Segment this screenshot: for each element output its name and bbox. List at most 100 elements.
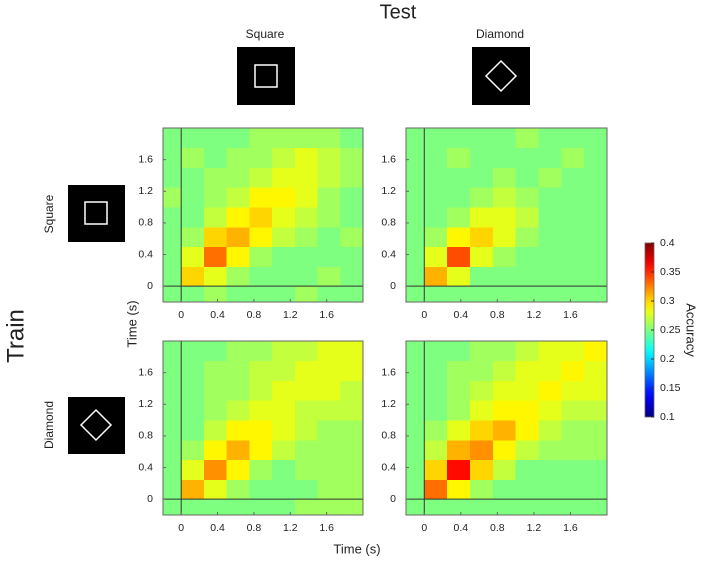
heatmap-cell: [469, 400, 494, 421]
heatmap-cell: [424, 400, 448, 421]
y-tick-label: 0.4: [381, 461, 396, 473]
heatmap-cell: [163, 266, 182, 287]
heatmap-cell: [181, 479, 205, 500]
heatmap-cell: [272, 499, 296, 516]
heatmap-cell: [406, 128, 425, 149]
heatmap-cell: [492, 479, 517, 500]
icon-square: [68, 185, 125, 242]
heatmap-cell: [163, 420, 182, 441]
heatmap-cell: [492, 128, 517, 149]
heatmap-cell: [203, 380, 228, 401]
heatmap-cell: [538, 266, 562, 287]
heatmap-cell: [249, 459, 273, 480]
heatmap-cell: [424, 459, 448, 480]
heatmap-cell: [294, 459, 318, 480]
heatmap-cell: [226, 459, 250, 480]
heatmap-cell: [424, 207, 448, 228]
heatmap-cell: [340, 147, 364, 168]
heatmap-cell: [406, 420, 425, 441]
heatmap-cell: [163, 400, 182, 421]
heatmap-cell: [469, 499, 494, 516]
heatmap-cell: [340, 479, 364, 500]
heatmap-cell: [584, 187, 608, 208]
heatmap-cell: [492, 499, 517, 516]
y-tick-label: 0: [390, 493, 396, 505]
heatmap-cell: [181, 400, 205, 421]
x-tick-label: 1.6: [319, 522, 334, 534]
heatmap-cell: [203, 341, 228, 362]
heatmap-cell: [538, 479, 562, 500]
heatmap-cell: [538, 380, 562, 401]
heatmap-cell: [406, 459, 425, 480]
heatmap-cell: [447, 459, 471, 480]
heatmap-cell: [538, 128, 562, 149]
heatmap-cell: [226, 286, 250, 303]
heatmap-cell: [317, 187, 341, 208]
heatmap-cell: [447, 147, 471, 168]
heatmap-cell: [249, 187, 273, 208]
heatmap-cell: [424, 187, 448, 208]
heatmap-cell: [181, 167, 205, 188]
y-tick-label: 0: [147, 280, 153, 292]
heatmap-cell: [447, 167, 471, 188]
heatmap-cell: [340, 128, 364, 149]
heatmap-cell: [406, 187, 425, 208]
x-tick-label: 0: [421, 309, 427, 321]
heatmap-cell: [249, 380, 273, 401]
y-tick-label: 1.2: [138, 398, 153, 410]
heatmap-cell: [515, 499, 539, 516]
heatmap-cell: [272, 167, 296, 188]
heatmap-cell: [538, 420, 562, 441]
heatmap-cell: [584, 459, 608, 480]
heatmap-cell: [226, 439, 250, 461]
heatmap-cell: [272, 246, 296, 267]
heatmap-cell: [226, 147, 250, 168]
heatmap-cell: [561, 439, 585, 461]
heatmap-cell: [294, 167, 318, 188]
heatmap-cell: [294, 439, 318, 461]
heatmap-cell: [538, 207, 562, 228]
heatmap-cell: [294, 187, 318, 208]
heatmap-cell: [340, 360, 364, 381]
heatmap-cell: [469, 147, 494, 168]
heatmap-cell: [538, 439, 562, 461]
heatmap-cell: [492, 147, 517, 168]
heatmap-cell: [163, 479, 182, 500]
heatmap-cell: [584, 479, 608, 500]
heatmap-cell: [317, 400, 341, 421]
heatmap-cell: [515, 246, 539, 267]
heatmap-cell: [317, 459, 341, 480]
colorbar-tick-label: 0.25: [660, 324, 681, 336]
y-tick-label: 1.6: [381, 153, 396, 165]
heatmap-cell: [406, 439, 425, 461]
heatmap-cell: [272, 187, 296, 208]
y-tick-label: 1.2: [138, 185, 153, 197]
heatmap-cell: [469, 226, 494, 248]
colorbar-label: Accuracy: [684, 303, 699, 357]
icon-diamond: [472, 47, 530, 105]
heatmap-cell: [584, 266, 608, 287]
x-tick-label: 0.4: [454, 522, 469, 534]
x-axis-label: Time (s): [333, 541, 380, 556]
heatmap-cell: [249, 226, 273, 248]
heatmap-cell: [538, 226, 562, 248]
heatmap-cell: [469, 187, 494, 208]
heatmap-cell: [538, 187, 562, 208]
heatmap-cell: [226, 479, 250, 500]
heatmap-cell: [340, 380, 364, 401]
heatmap-cell: [406, 167, 425, 188]
heatmap-cell: [181, 187, 205, 208]
heatmap-cell: [294, 147, 318, 168]
heatmap-cell: [584, 360, 608, 381]
heatmap-cell: [294, 479, 318, 500]
heatmap-cell: [203, 187, 228, 208]
heatmap-cell: [492, 286, 517, 303]
heatmap-cell: [226, 246, 250, 267]
x-tick-label: 0.8: [490, 309, 505, 321]
colorbar-tick-label: 0.35: [660, 266, 681, 278]
heatmap-cell: [317, 128, 341, 149]
heatmap-cell: [181, 341, 205, 362]
x-tick-label: 1.2: [283, 309, 298, 321]
heatmap-cell: [272, 128, 296, 149]
x-tick-label: 0.4: [210, 522, 225, 534]
